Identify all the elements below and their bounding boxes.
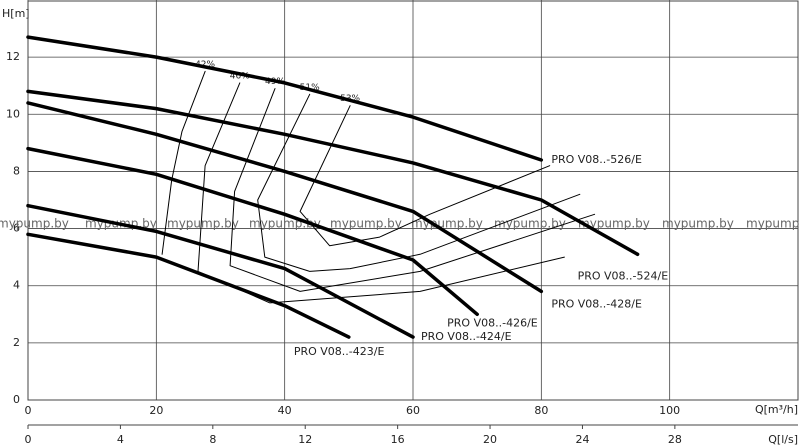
curve-label: PRO V08..-424/E	[421, 330, 512, 343]
y-tick-label: 2	[13, 336, 20, 349]
y-tick-label: 4	[13, 279, 20, 292]
x2-tick-label: 8	[209, 433, 216, 446]
efficiency-label: 46%	[230, 71, 250, 81]
pump-curve	[26, 35, 544, 162]
x-tick-label: 60	[406, 404, 420, 417]
efficiency-curve	[257, 93, 581, 272]
y-tick-label: 6	[13, 222, 20, 235]
watermark: mypump.by	[662, 217, 734, 231]
watermark: mypump.by	[578, 217, 650, 231]
watermark: mypump.by	[0, 217, 69, 231]
pump-curve	[26, 146, 479, 317]
x2-tick-label: 4	[117, 433, 124, 446]
x2-tick-label: 20	[483, 433, 497, 446]
x-tick-label: 80	[534, 404, 548, 417]
pump-curve	[26, 203, 415, 339]
x-tick-label: 40	[278, 404, 292, 417]
curve-label: PRO V08..-526/E	[551, 153, 642, 166]
pump-curve	[26, 89, 640, 257]
y-tick-label: 12	[6, 50, 20, 63]
efficiency-curve	[229, 88, 596, 292]
curve-label: PRO V08..-428/E	[551, 297, 642, 310]
efficiency-label: 51%	[300, 83, 320, 93]
y-tick-label: 10	[6, 107, 20, 120]
x-tick-label: 20	[149, 404, 163, 417]
watermark: mypump.by	[494, 217, 566, 231]
x-tick-label: 0	[25, 404, 32, 417]
x2-tick-label: 24	[575, 433, 589, 446]
watermark: mypump.by	[167, 217, 239, 231]
y-tick-label: 8	[13, 164, 20, 177]
x2-axis-label: Q[l/s]	[768, 433, 798, 446]
x2-tick-label: 0	[25, 433, 32, 446]
curve-label: PRO V08..-426/E	[447, 316, 538, 329]
x2-tick-label: 28	[668, 433, 682, 446]
efficiency-curve	[161, 70, 206, 255]
watermark: mypump.by	[746, 217, 800, 231]
x-axis-label: Q[m³/h]	[755, 403, 798, 416]
pump-curve	[26, 101, 544, 294]
efficiency-label: 42%	[195, 60, 215, 70]
pump-curve	[26, 232, 351, 339]
curve-label: PRO V08..-423/E	[294, 345, 385, 358]
x2-tick-label: 16	[391, 433, 405, 446]
x-tick-label: 100	[659, 404, 680, 417]
efficiency-curve	[299, 105, 551, 247]
y-axis-label: H[m]	[2, 7, 30, 20]
curve-label: PRO V08..-524/E	[578, 269, 669, 282]
watermark: mypump.by	[330, 217, 402, 231]
y-tick-label: 0	[13, 393, 20, 406]
x2-tick-label: 12	[298, 433, 312, 446]
